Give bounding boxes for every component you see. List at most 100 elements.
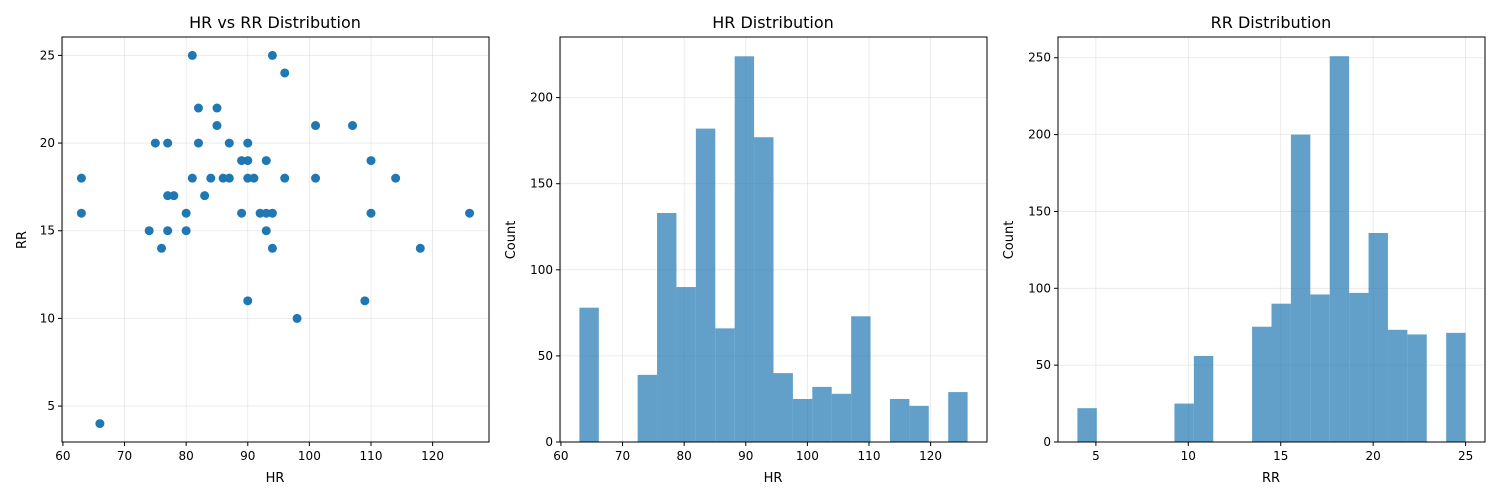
rr-histogram-bar xyxy=(1368,232,1388,442)
scatter-marks xyxy=(76,50,475,429)
scatter-point xyxy=(311,121,321,131)
scatter-point xyxy=(415,243,425,253)
scatter-y-tick-label: 25 xyxy=(40,48,55,62)
scatter-point xyxy=(206,173,216,183)
scatter-point xyxy=(261,156,271,166)
scatter-point xyxy=(237,156,247,166)
scatter-point xyxy=(311,173,321,183)
hr-histogram-bar xyxy=(773,373,793,442)
hr-histogram-bar xyxy=(754,137,774,442)
scatter-point xyxy=(200,191,210,201)
scatter-point xyxy=(261,208,271,218)
rr-histogram-axes-frame xyxy=(1057,36,1486,443)
hr-histogram-bar xyxy=(715,328,735,442)
rr-histogram-y-tick-label: 150 xyxy=(1028,204,1051,218)
hr-histogram-y-tick-label: 0 xyxy=(545,435,553,449)
hr-histogram-x-tick-label: 80 xyxy=(677,449,692,463)
hr-histogram-marks xyxy=(579,56,968,443)
rr-histogram-y-tick-label: 50 xyxy=(1036,358,1051,372)
hr-histogram-bar xyxy=(889,398,910,442)
scatter-point xyxy=(348,121,358,131)
rr-histogram-bar xyxy=(1252,326,1272,442)
scatter-point xyxy=(267,208,277,218)
rr-histogram-x-axis-label: RR xyxy=(1262,471,1280,486)
hr-histogram-x-tick-label: 70 xyxy=(615,449,630,463)
scatter-x-tick-label: 110 xyxy=(360,449,383,463)
scatter-x-tick-label: 60 xyxy=(55,449,70,463)
hr-histogram-bar xyxy=(851,316,871,442)
hr-histogram-bar xyxy=(812,386,832,442)
scatter-point xyxy=(163,138,173,148)
scatter-y-tick-label: 5 xyxy=(47,399,55,413)
rr-histogram-x-tick-label: 25 xyxy=(1458,449,1473,463)
hr-histogram-x-tick-label: 120 xyxy=(919,449,942,463)
rr-histogram-bar xyxy=(1446,332,1466,442)
scatter-point xyxy=(163,191,173,201)
scatter-point xyxy=(187,173,197,183)
scatter-point xyxy=(243,173,253,183)
rr-histogram-bar xyxy=(1077,408,1097,442)
hr-histogram-panel: HR Distribution HR Count 60 70 80 90 100 110 1… xyxy=(504,13,988,486)
rr-histogram-x-tick-label: 15 xyxy=(1273,449,1288,463)
rr-histogram-marks xyxy=(1077,56,1466,443)
hr-histogram-bar xyxy=(676,287,696,442)
scatter-point xyxy=(193,103,203,113)
hr-histogram-x-tick-label: 100 xyxy=(796,449,819,463)
hr-histogram-bar xyxy=(831,393,852,442)
scatter-point xyxy=(366,156,376,166)
rr-histogram-bar xyxy=(1387,329,1408,442)
scatter-point xyxy=(237,208,247,218)
hr-histogram-x-axis-label: HR xyxy=(764,471,783,486)
scatter-y-tick-label: 15 xyxy=(40,224,55,238)
scatter-point xyxy=(218,173,228,183)
rr-histogram-x-tick-label: 20 xyxy=(1366,449,1381,463)
scatter-y-axis-label: RR xyxy=(15,231,30,249)
scatter-point xyxy=(212,121,222,131)
rr-histogram-bar xyxy=(1290,134,1311,443)
hr-histogram-x-tick-label: 60 xyxy=(553,449,568,463)
scatter-axes-frame xyxy=(61,36,490,443)
scatter-point xyxy=(193,138,203,148)
scatter-point xyxy=(267,243,277,253)
rr-histogram-bar xyxy=(1349,292,1369,442)
scatter-point xyxy=(267,50,277,60)
rr-histogram-bar xyxy=(1310,294,1330,442)
rr-histogram-x-tick-label: 5 xyxy=(1092,449,1100,463)
rr-histogram-bar xyxy=(1193,355,1214,442)
scatter-point xyxy=(181,208,191,218)
hr-histogram-y-axis-label: Count xyxy=(504,221,519,260)
scatter-grid xyxy=(62,37,489,442)
hr-histogram-bar xyxy=(948,392,968,442)
hr-histogram-bar xyxy=(909,405,929,442)
scatter-point xyxy=(95,419,105,429)
scatter-point xyxy=(255,208,265,218)
rr-histogram-y-tick-label: 250 xyxy=(1028,51,1051,65)
scatter-x-axis-label: HR xyxy=(266,471,285,486)
scatter-x-tick-label: 70 xyxy=(117,449,132,463)
scatter-point xyxy=(360,296,370,306)
scatter-point xyxy=(280,68,290,78)
scatter-x-tick-label: 90 xyxy=(240,449,255,463)
hr-histogram-bar xyxy=(792,398,813,442)
scatter-point xyxy=(249,173,259,183)
hr-histogram-y-tick-label: 50 xyxy=(538,349,553,363)
scatter-x-tick-label: 80 xyxy=(179,449,194,463)
scatter-point xyxy=(181,226,191,236)
rr-histogram-bar xyxy=(1174,403,1194,442)
rr-histogram-x-tick-label: 10 xyxy=(1181,449,1196,463)
scatter-point xyxy=(391,173,401,183)
scatter-point xyxy=(224,138,234,148)
scatter-x-tick-label: 100 xyxy=(298,449,321,463)
scatter-point xyxy=(163,226,173,236)
rr-histogram-y-tick-label: 0 xyxy=(1043,435,1051,449)
scatter-y-tick-label: 10 xyxy=(40,311,55,325)
scatter-point xyxy=(150,138,160,148)
scatter-point xyxy=(243,156,253,166)
scatter-point xyxy=(76,208,86,218)
scatter-title: HR vs RR Distribution xyxy=(189,13,361,32)
scatter-x-tick-label: 120 xyxy=(421,449,444,463)
hr-histogram-bar xyxy=(695,128,716,442)
hr-histogram-x-tick-label: 90 xyxy=(738,449,753,463)
rr-histogram-bar xyxy=(1329,56,1350,442)
